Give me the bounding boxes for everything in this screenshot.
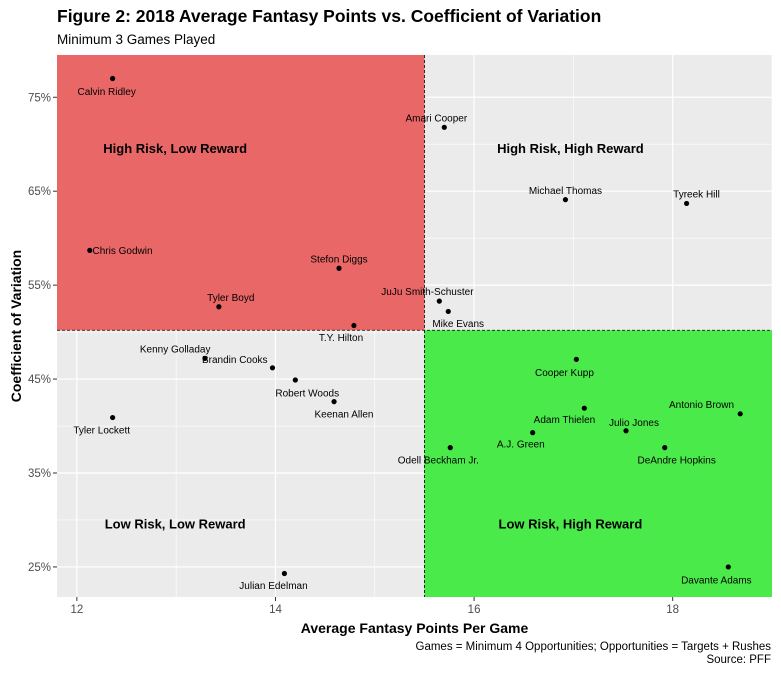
data-point [351,322,357,329]
y-tick-label: 55% [28,280,51,292]
data-point [331,399,337,405]
data-point [336,265,342,271]
data-point [530,430,536,436]
point-label: Julio Jones [609,418,659,429]
point-label: Tyler Lockett [73,425,130,436]
point-label: T.Y. Hilton [319,333,363,344]
data-point [683,200,690,207]
y-tick-label: 75% [28,92,51,104]
point-label: Calvin Ridley [77,87,135,98]
point-label: Cooper Kupp [535,368,594,379]
point-label: JuJu Smith-Schuster [381,287,474,298]
y-axis-title: Coefficient of Variation [8,250,24,402]
data-point [436,298,442,304]
y-tick-label: 45% [28,374,51,386]
data-point [110,75,116,82]
point-label: Odell Beckham Jr. [398,455,479,466]
point-label: Mike Evans [432,319,484,330]
y-tick-label: 35% [28,468,51,480]
data-point [110,414,116,421]
point-label: Antonio Brown [669,400,734,411]
quadrant-labels: High Risk, Low Reward High Risk, High Rew… [103,141,643,532]
quadrant-label: Low Risk, High Reward [499,517,643,532]
data-point [662,445,668,451]
data-point [202,355,208,362]
point-label: Adam Thielen [534,415,596,426]
quadrant-split-lines [57,55,772,597]
x-tick-label: 18 [666,604,679,616]
caption-line-1: Games = Minimum 4 Opportunities; Opportu… [415,641,772,653]
x-tick-label: 14 [269,604,282,616]
point-label: Michael Thomas [529,186,602,197]
data-point [581,405,587,411]
low-risk-high-reward-region [424,330,772,597]
point-label: A.J. Green [497,439,545,450]
quadrant-label: High Risk, High Reward [497,141,644,156]
point-label: Chris Godwin [93,246,153,257]
quadrant-fills [57,55,772,597]
point-label: Tyler Boyd [207,293,254,304]
point-label: Julian Edelman [239,581,307,592]
data-point [441,124,447,130]
y-tick-label: 65% [28,186,51,198]
data-point [87,247,93,253]
data-point [562,197,569,203]
chart-title: Figure 2: 2018 Average Fantasy Points vs… [57,6,602,26]
data-point [269,365,276,371]
quadrant-label: High Risk, Low Reward [103,141,247,156]
point-label: Robert Woods [275,389,339,400]
point-label: Amari Cooper [405,113,467,124]
data-point [737,411,743,417]
caption-line-2: Source: PFF [706,654,771,666]
data-point [281,570,288,577]
x-axis-ticks: 12 14 16 18 [70,597,679,616]
chart-subtitle: Minimum 3 Games Played [57,32,216,47]
data-point [216,304,222,310]
data-point [725,564,731,570]
point-label: Brandin Cooks [202,355,268,366]
point-label: Kenny Golladay [140,345,211,356]
data-point [447,445,453,451]
y-tick-label: 25% [28,562,51,574]
data-points [87,75,743,577]
point-label: DeAndre Hopkins [637,455,715,466]
data-point [445,308,451,315]
chart-caption: Games = Minimum 4 Opportunities; Opportu… [416,641,772,667]
data-point [292,377,298,383]
data-point [573,356,579,362]
point-label: Davante Adams [681,576,752,587]
point-label: Tyreek Hill [673,190,720,201]
x-axis-title: Average Fantasy Points Per Game [301,620,529,636]
point-label: Stefon Diggs [310,254,367,265]
high-risk-low-reward-region [57,55,425,331]
y-axis-ticks: 25% 35% 45% 55% 65% 75% [28,92,57,574]
data-point [623,428,629,434]
x-tick-label: 16 [468,604,481,616]
quadrant-label: Low Risk, Low Reward [105,517,246,532]
x-tick-label: 12 [70,604,83,616]
point-labels: Calvin Ridley Amari Cooper Michael Thomas T… [73,87,751,592]
point-label: Keenan Allen [315,409,374,420]
